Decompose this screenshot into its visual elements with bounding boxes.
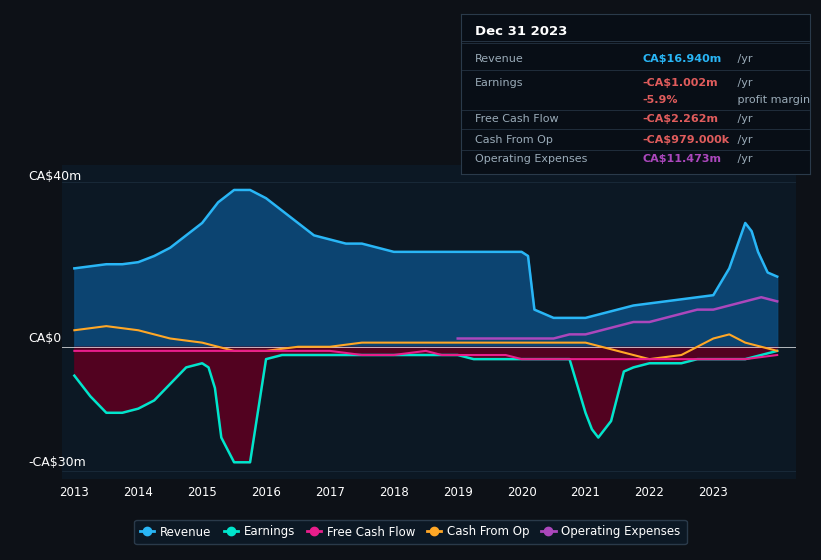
- Text: -CA$1.002m: -CA$1.002m: [643, 78, 718, 87]
- Legend: Revenue, Earnings, Free Cash Flow, Cash From Op, Operating Expenses: Revenue, Earnings, Free Cash Flow, Cash …: [135, 520, 686, 544]
- Text: profit margin: profit margin: [734, 95, 810, 105]
- Text: -CA$2.262m: -CA$2.262m: [643, 114, 719, 124]
- Text: /yr: /yr: [734, 78, 752, 87]
- Text: /yr: /yr: [734, 54, 752, 64]
- Text: Cash From Op: Cash From Op: [475, 135, 553, 145]
- Text: /yr: /yr: [734, 154, 752, 164]
- Text: Earnings: Earnings: [475, 78, 524, 87]
- Text: -5.9%: -5.9%: [643, 95, 678, 105]
- Text: Operating Expenses: Operating Expenses: [475, 154, 588, 164]
- Text: CA$40m: CA$40m: [29, 170, 82, 183]
- Text: -CA$30m: -CA$30m: [29, 455, 86, 469]
- Text: Free Cash Flow: Free Cash Flow: [475, 114, 559, 124]
- Text: /yr: /yr: [734, 135, 752, 145]
- Text: -CA$979.000k: -CA$979.000k: [643, 135, 730, 145]
- Text: Revenue: Revenue: [475, 54, 524, 64]
- Text: Dec 31 2023: Dec 31 2023: [475, 25, 568, 38]
- Text: CA$0: CA$0: [29, 332, 62, 346]
- Text: /yr: /yr: [734, 114, 752, 124]
- Text: CA$11.473m: CA$11.473m: [643, 154, 722, 164]
- Text: CA$16.940m: CA$16.940m: [643, 54, 722, 64]
